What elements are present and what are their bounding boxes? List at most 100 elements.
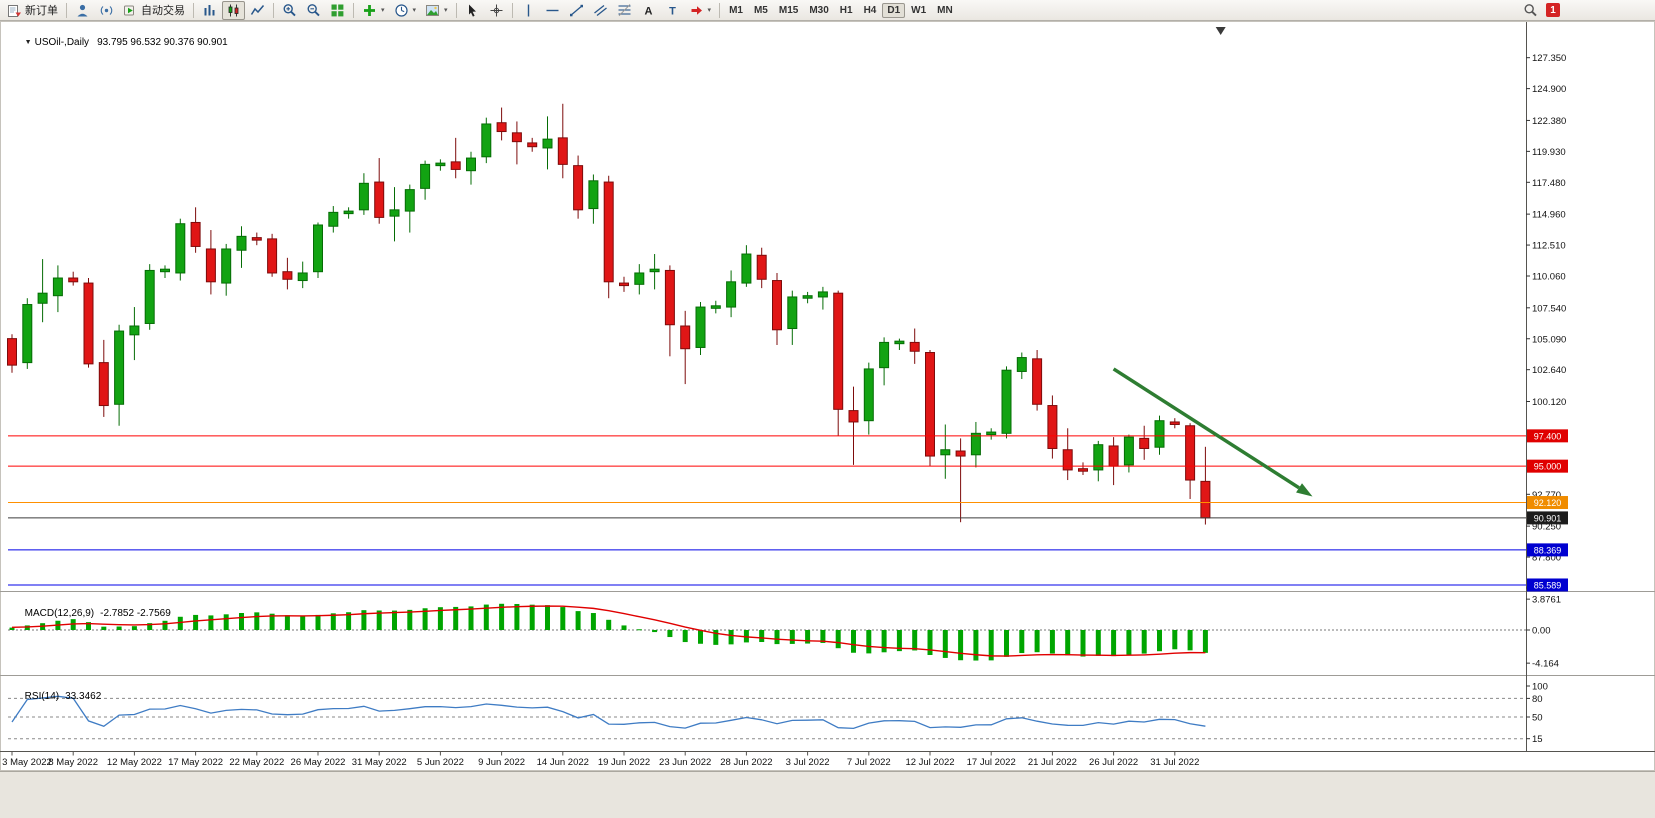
timeframe-m15-button[interactable]: M15	[778, 4, 799, 16]
candle	[511, 121, 522, 165]
price-tick-label: 119.930	[1532, 147, 1566, 158]
candle	[1062, 428, 1073, 481]
zoom-out-button[interactable]	[302, 1, 325, 20]
auto-trading-button-label: 自动交易	[141, 5, 185, 17]
date-label: 26 May 2022	[291, 757, 346, 768]
timeframe-m5-button[interactable]: M5	[753, 4, 768, 16]
candle	[1123, 434, 1134, 473]
tile-windows-button[interactable]	[326, 1, 349, 20]
arrows-button[interactable]: ▾	[685, 1, 716, 20]
trend-arrow[interactable]	[1112, 367, 1313, 497]
candle	[573, 155, 584, 219]
chart-shift-marker[interactable]	[1215, 27, 1226, 35]
candle	[1032, 349, 1043, 411]
timeframe-m30-button[interactable]: M30	[809, 4, 829, 16]
candle	[817, 286, 828, 310]
candle	[680, 310, 691, 385]
candle	[833, 290, 844, 436]
candle	[389, 187, 400, 242]
candle	[955, 438, 966, 523]
periods-button[interactable]: ▾	[390, 1, 421, 20]
neworder-icon	[7, 3, 22, 18]
chart-canvas[interactable]: 127.350 124.900 122.380 119.930 117.480 114.9…	[0, 21, 1655, 771]
macd-panel-label: MACD(12,26,9) -2.7852 -2.7569	[8, 597, 171, 630]
macd-histogram	[9, 603, 1208, 661]
zoom-in-button[interactable]	[278, 1, 301, 20]
candle	[22, 298, 33, 369]
alert-count-badge[interactable]: 1	[1546, 3, 1560, 17]
indicators-button[interactable]: ▾	[358, 1, 389, 20]
channel-button[interactable]	[589, 1, 612, 20]
text-button[interactable]: A	[637, 1, 660, 20]
candles-layer	[7, 103, 1211, 525]
expert-advisors-button[interactable]	[71, 1, 94, 20]
fibonacci-button[interactable]	[613, 1, 636, 20]
candle	[1139, 425, 1150, 460]
rsi-indicator-values: 33.3462	[65, 691, 102, 702]
timeframe-h1-button[interactable]: H1	[839, 4, 853, 16]
timeframe-d1-button[interactable]: D1	[882, 2, 906, 18]
chart-window[interactable]: 127.350 124.900 122.380 119.930 117.480 114.9…	[0, 21, 1655, 771]
date-label: 21 Jul 2022	[1028, 757, 1077, 768]
hline-icon	[545, 3, 560, 18]
candle	[603, 175, 614, 299]
chart-collapse-icon[interactable]: ▼	[24, 39, 32, 46]
rsi-panel-label: RSI(14) 33.3462	[8, 680, 102, 713]
timeframe-mn-button[interactable]: MN	[937, 4, 953, 16]
candle	[909, 328, 920, 364]
bar-chart-button[interactable]	[198, 1, 221, 20]
search-icon[interactable]	[1523, 3, 1538, 18]
candle	[251, 232, 262, 246]
candlestick-chart-button[interactable]	[222, 0, 245, 20]
macd-scale-label: 0.00	[1532, 626, 1551, 637]
templates-button[interactable]: ▾	[421, 1, 452, 20]
chevron-down-icon: ▾	[381, 7, 385, 14]
candle	[634, 264, 645, 295]
fibo-icon	[617, 3, 632, 18]
price-tick-label: 110.060	[1532, 271, 1566, 282]
timeframe-w1-button[interactable]: W1	[911, 4, 927, 16]
chart-ohlc-readout: 93.795 96.532 90.376 90.901	[97, 37, 228, 48]
rsi-scale-label: 80	[1532, 694, 1543, 705]
crosshair-button[interactable]	[485, 1, 508, 20]
autotrade-icon	[123, 3, 138, 18]
new-order-button[interactable]: 新订单	[3, 1, 62, 20]
price-badge-97.400: 97.400	[1527, 429, 1568, 443]
toolbar-separator	[511, 2, 513, 18]
candle	[772, 272, 782, 345]
candle	[710, 300, 721, 314]
label-button[interactable]: T	[661, 1, 684, 20]
candle	[114, 324, 125, 426]
candle	[1001, 366, 1012, 439]
timeframe-m1-button[interactable]: M1	[729, 4, 743, 16]
price-tick-label: 90.250	[1532, 522, 1561, 533]
candle	[68, 271, 79, 286]
date-label: 17 May 2022	[168, 757, 223, 768]
price-tick-label: 124.900	[1532, 84, 1566, 95]
vertical-line-button[interactable]	[517, 1, 540, 20]
trendline-button[interactable]	[565, 1, 588, 20]
auto-trading-button[interactable]: 自动交易	[119, 1, 189, 20]
date-label: 23 Jun 2022	[659, 757, 711, 768]
candle	[175, 218, 186, 281]
rsi-scale-label: 15	[1532, 734, 1543, 745]
signals-button[interactable]	[95, 1, 118, 20]
horizontal-line-button[interactable]	[541, 1, 564, 20]
timeframe-h4-button[interactable]: H4	[863, 4, 877, 16]
candles-icon	[226, 3, 241, 18]
line-chart-button[interactable]	[246, 1, 269, 20]
linechart-icon	[250, 3, 265, 18]
vline-icon	[521, 3, 536, 18]
candle	[129, 307, 140, 361]
candle	[297, 261, 308, 289]
tile-icon	[330, 3, 345, 18]
candle	[404, 184, 415, 233]
chevron-down-icon: ▾	[444, 7, 448, 14]
channel-icon	[593, 3, 608, 18]
cursor-button[interactable]	[461, 1, 484, 20]
candle	[328, 206, 339, 233]
date-label: 8 May 2022	[48, 757, 98, 768]
price-tick-label: 117.480	[1532, 178, 1566, 189]
